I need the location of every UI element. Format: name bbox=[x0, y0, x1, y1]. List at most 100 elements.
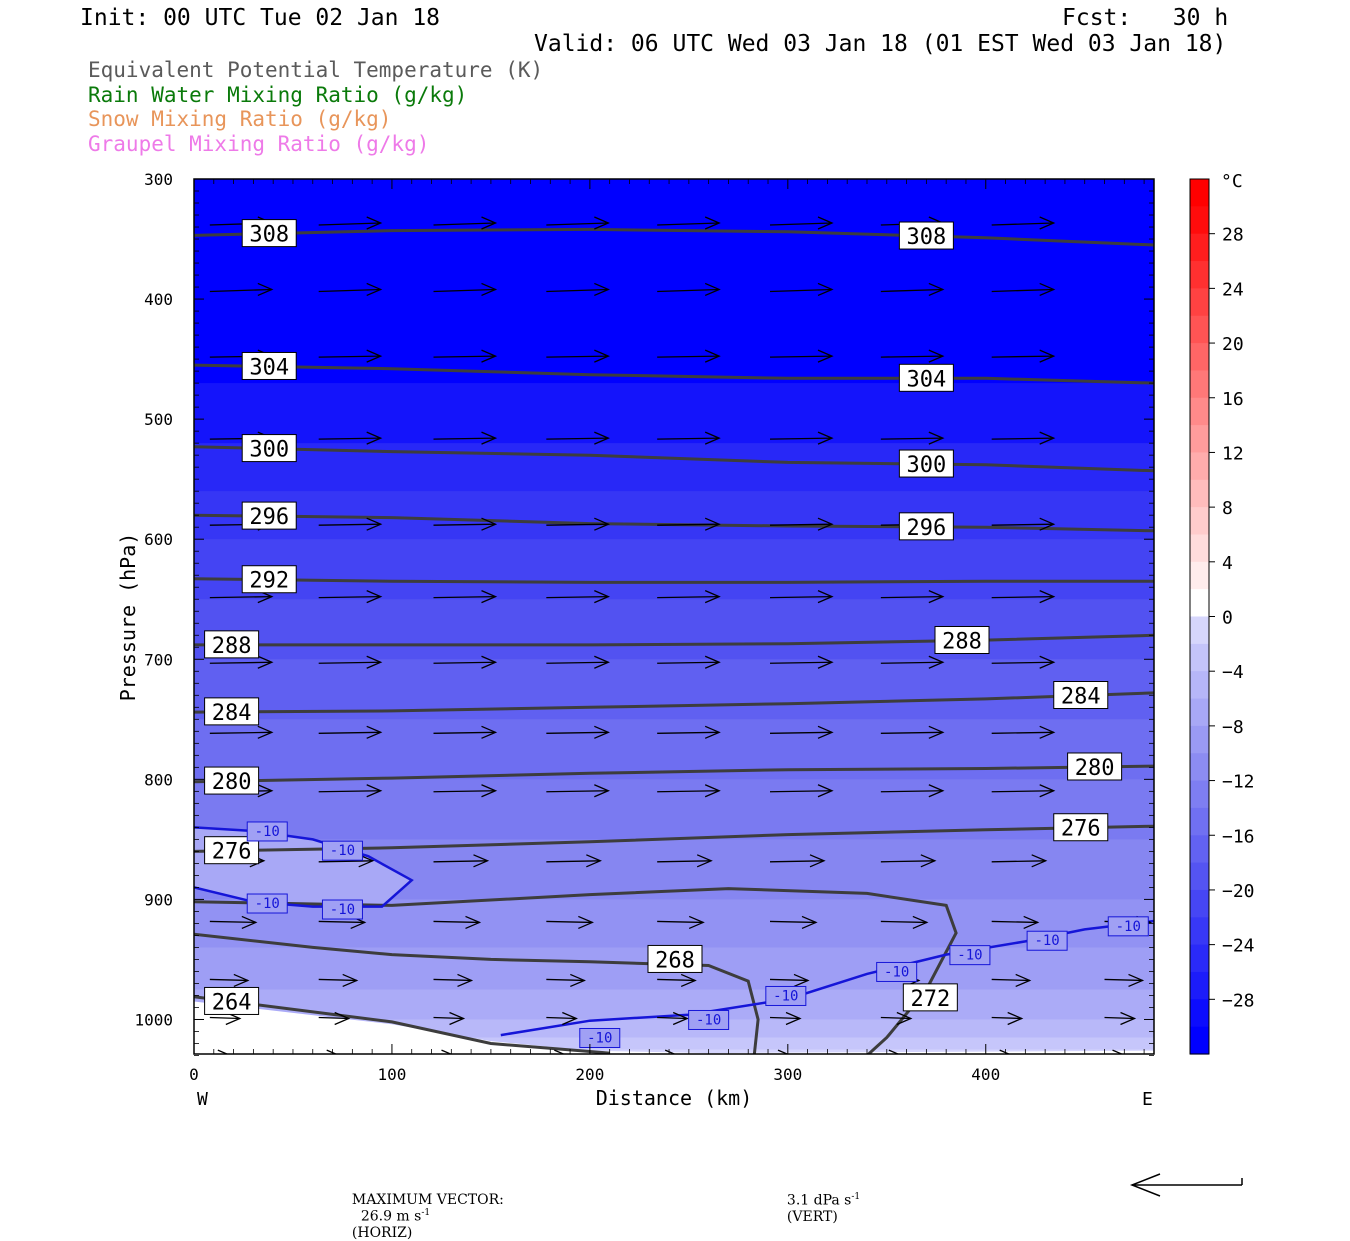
y-tick-label: 300 bbox=[144, 170, 173, 189]
theta-e-label-272: 272 bbox=[902, 983, 958, 1012]
y-tick-label: 700 bbox=[144, 650, 173, 669]
wind-vector bbox=[657, 854, 713, 868]
wind-vector bbox=[433, 915, 482, 930]
wind-vector bbox=[209, 282, 274, 297]
theta-e-contour-304 bbox=[194, 363, 1154, 385]
temperature-label: -10 bbox=[765, 985, 807, 1006]
wind-vector bbox=[441, 1049, 453, 1054]
wind-vector bbox=[1104, 973, 1145, 988]
wind-vector bbox=[991, 517, 1056, 531]
colorbar-label: −12 bbox=[1222, 772, 1255, 793]
wind-vector bbox=[769, 431, 834, 445]
temp-band bbox=[194, 383, 1154, 445]
colorbar-label: −4 bbox=[1222, 662, 1244, 683]
wind-vector bbox=[657, 973, 697, 988]
wind-vector bbox=[664, 1049, 676, 1054]
svg-text:300: 300 bbox=[906, 453, 946, 478]
wind-vector bbox=[318, 349, 383, 363]
theta-e-label-296: 296 bbox=[898, 512, 954, 541]
temperature-label: -10 bbox=[688, 1009, 730, 1030]
colorbar-swatch bbox=[1190, 917, 1209, 946]
wind-vector bbox=[769, 216, 834, 230]
wind-vector bbox=[991, 349, 1056, 363]
wind-vector bbox=[880, 725, 945, 739]
wind-vector bbox=[769, 854, 826, 868]
wind-vector bbox=[433, 725, 498, 739]
wind-vector bbox=[318, 517, 383, 531]
wind-vector bbox=[657, 282, 721, 297]
colorbar-swatch bbox=[1190, 288, 1209, 317]
colorbar-label: 4 bbox=[1222, 553, 1233, 574]
svg-text:276: 276 bbox=[212, 840, 252, 865]
svg-text:276: 276 bbox=[1061, 817, 1101, 842]
wind-vector bbox=[769, 973, 810, 988]
x-tick-label: 400 bbox=[971, 1065, 1000, 1084]
svg-text:296: 296 bbox=[249, 505, 289, 530]
max-vector-arrow-icon bbox=[1129, 1173, 1243, 1197]
svg-text:-10: -10 bbox=[957, 948, 982, 964]
wind-vector bbox=[318, 590, 383, 604]
theta-e-label-304: 304 bbox=[898, 363, 954, 392]
temp-band bbox=[194, 539, 1154, 601]
colorbar-swatch bbox=[1190, 561, 1209, 590]
field-legend-graupel: Graupel Mixing Ratio (g/kg) bbox=[88, 132, 430, 156]
wind-vector bbox=[657, 1011, 689, 1026]
field-legend-rain: Rain Water Mixing Ratio (g/kg) bbox=[88, 83, 468, 107]
svg-text:292: 292 bbox=[249, 569, 289, 594]
wind-vector bbox=[657, 784, 721, 798]
wind-vector bbox=[769, 915, 818, 930]
wind-vector bbox=[880, 349, 945, 363]
max-vector-vert: 3.1 dPa s-1 (VERT) bbox=[778, 1176, 860, 1225]
wind-vector bbox=[433, 590, 498, 604]
wind-vector bbox=[209, 655, 274, 669]
svg-text:296: 296 bbox=[906, 516, 946, 541]
wind-vector bbox=[433, 655, 498, 669]
wind-vector bbox=[880, 431, 945, 445]
wind-vector bbox=[546, 216, 610, 230]
wind-vector bbox=[777, 1049, 789, 1054]
temp-band bbox=[194, 719, 1154, 781]
temperature-label: -10 bbox=[579, 1027, 621, 1048]
init-time: Init: 00 UTC Tue 02 Jan 18 bbox=[80, 5, 441, 31]
y-tick-label: 800 bbox=[144, 770, 173, 789]
svg-text:308: 308 bbox=[249, 223, 289, 248]
colorbar-swatch bbox=[1190, 479, 1209, 508]
wind-vector bbox=[880, 282, 945, 297]
y-axis-title: Pressure (hPa) bbox=[116, 533, 140, 702]
colorbar-swatch bbox=[1190, 179, 1209, 207]
wind-vector bbox=[769, 1011, 802, 1026]
wind-vector bbox=[546, 517, 610, 531]
svg-text:-10: -10 bbox=[773, 988, 798, 1004]
wind-vector bbox=[657, 590, 721, 604]
colorbar-label: 28 bbox=[1222, 225, 1244, 246]
wind-vector bbox=[657, 431, 721, 445]
theta-e-label-300: 300 bbox=[241, 434, 297, 463]
colorbar-label: 20 bbox=[1222, 334, 1244, 355]
wind-vector bbox=[546, 431, 610, 445]
wind-vector bbox=[546, 655, 610, 669]
wind-vector bbox=[999, 1049, 1011, 1054]
theta-e-contour-292 bbox=[194, 577, 1154, 584]
wind-vector bbox=[880, 784, 945, 798]
theta-e-label-284: 284 bbox=[1053, 681, 1109, 710]
colorbar-swatch bbox=[1190, 835, 1209, 864]
wind-vector bbox=[433, 349, 498, 363]
wind-vector bbox=[1104, 1011, 1137, 1026]
colorbar-label: 16 bbox=[1222, 389, 1244, 410]
wind-vector bbox=[888, 1049, 900, 1054]
theta-e-label-268: 268 bbox=[647, 944, 703, 973]
max-vector-footer: MAXIMUM VECTOR: 26.9 m s-1 (HORIZ) bbox=[343, 1176, 504, 1241]
wind-vector bbox=[769, 590, 834, 604]
wind-vector bbox=[880, 915, 929, 930]
y-tick-label: 600 bbox=[144, 530, 173, 549]
wind-vector bbox=[1112, 1049, 1124, 1054]
colorbar-swatch bbox=[1190, 971, 1209, 1000]
svg-text:288: 288 bbox=[942, 629, 982, 654]
wind-vector bbox=[433, 973, 474, 988]
theta-e-contour-284 bbox=[194, 691, 1154, 714]
wind-vector bbox=[546, 784, 610, 798]
theta-e-contour-272 bbox=[194, 887, 958, 1054]
colorbar-label: 24 bbox=[1222, 279, 1244, 300]
max-vector-vert-value: 3.1 dPa s bbox=[786, 1192, 852, 1209]
colorbar-swatch bbox=[1190, 534, 1209, 563]
